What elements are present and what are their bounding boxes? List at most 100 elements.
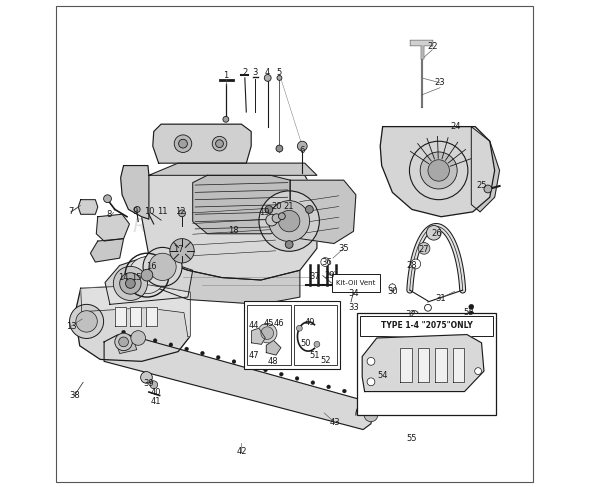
Circle shape	[119, 337, 129, 347]
Text: 8: 8	[106, 210, 112, 219]
Circle shape	[201, 351, 204, 355]
Text: 47: 47	[249, 351, 260, 360]
Circle shape	[149, 253, 176, 281]
Circle shape	[425, 304, 431, 311]
Circle shape	[296, 325, 302, 331]
Circle shape	[389, 284, 396, 291]
Polygon shape	[105, 256, 193, 304]
Circle shape	[115, 333, 132, 351]
Text: 49: 49	[304, 318, 315, 327]
Circle shape	[278, 210, 300, 232]
Circle shape	[321, 258, 330, 266]
Circle shape	[279, 372, 283, 376]
Circle shape	[484, 185, 491, 193]
Text: 19: 19	[259, 208, 270, 217]
Polygon shape	[146, 307, 157, 326]
Circle shape	[364, 408, 378, 422]
Text: 39: 39	[143, 379, 154, 388]
Text: 3: 3	[253, 68, 258, 77]
Polygon shape	[435, 348, 447, 382]
Polygon shape	[193, 175, 290, 234]
Text: 28: 28	[407, 261, 417, 270]
Circle shape	[143, 247, 182, 286]
Text: 33: 33	[348, 303, 359, 312]
Circle shape	[418, 243, 430, 254]
Circle shape	[277, 75, 282, 80]
Circle shape	[232, 360, 236, 364]
Text: 22: 22	[427, 42, 438, 51]
Text: 1: 1	[223, 71, 228, 80]
Text: 15: 15	[131, 273, 142, 282]
Polygon shape	[149, 163, 317, 175]
Circle shape	[428, 160, 450, 181]
Text: 46: 46	[273, 319, 284, 328]
Circle shape	[311, 381, 315, 385]
Circle shape	[104, 195, 112, 203]
Text: 50: 50	[300, 339, 311, 348]
Text: 13: 13	[65, 322, 76, 331]
Text: 14: 14	[119, 273, 129, 282]
Polygon shape	[90, 239, 123, 262]
Text: 29: 29	[325, 271, 335, 280]
Polygon shape	[362, 335, 484, 392]
Text: 18: 18	[228, 226, 238, 235]
Text: ReplacementParts.ca: ReplacementParts.ca	[133, 217, 340, 236]
Polygon shape	[471, 127, 500, 212]
Circle shape	[469, 304, 474, 309]
Polygon shape	[266, 340, 281, 355]
Text: 9: 9	[133, 207, 138, 216]
Text: 5: 5	[277, 68, 282, 77]
Circle shape	[131, 331, 146, 345]
Text: 48: 48	[268, 357, 278, 366]
Text: Kit-Oil Vent: Kit-Oil Vent	[336, 280, 376, 286]
Polygon shape	[130, 307, 141, 326]
Text: 40: 40	[151, 388, 162, 396]
Text: 20: 20	[271, 202, 282, 210]
Text: 42: 42	[236, 448, 247, 456]
Polygon shape	[400, 348, 412, 382]
Text: 41: 41	[151, 397, 162, 406]
Polygon shape	[75, 285, 191, 361]
Text: 24: 24	[450, 122, 461, 131]
Text: 27: 27	[419, 245, 430, 254]
Circle shape	[129, 257, 165, 294]
Text: 32: 32	[405, 310, 416, 318]
Text: 23: 23	[435, 78, 445, 87]
Text: 38: 38	[69, 391, 80, 400]
Polygon shape	[142, 175, 317, 280]
Circle shape	[217, 356, 220, 359]
Circle shape	[278, 213, 285, 220]
Circle shape	[248, 364, 252, 368]
Text: 10: 10	[143, 207, 154, 216]
Circle shape	[223, 116, 229, 122]
Circle shape	[122, 330, 126, 334]
Circle shape	[306, 206, 313, 213]
Text: 4: 4	[265, 68, 270, 77]
Circle shape	[150, 381, 158, 389]
Text: 36: 36	[322, 258, 332, 266]
Polygon shape	[290, 180, 356, 244]
Text: 34: 34	[348, 289, 359, 298]
Text: 44: 44	[249, 321, 260, 330]
Circle shape	[141, 269, 153, 281]
Circle shape	[261, 327, 274, 339]
Text: 25: 25	[477, 181, 487, 189]
Circle shape	[265, 206, 273, 213]
Circle shape	[126, 279, 135, 288]
Polygon shape	[380, 127, 494, 217]
Polygon shape	[104, 334, 372, 430]
Text: 54: 54	[378, 372, 388, 380]
Polygon shape	[81, 285, 191, 337]
Circle shape	[185, 347, 189, 351]
Circle shape	[137, 335, 141, 338]
Polygon shape	[78, 200, 98, 214]
Text: 17: 17	[173, 245, 183, 254]
Circle shape	[259, 191, 319, 251]
Text: 12: 12	[175, 207, 186, 216]
Circle shape	[272, 214, 281, 223]
Circle shape	[358, 393, 362, 397]
Circle shape	[215, 140, 224, 148]
Circle shape	[367, 357, 375, 365]
Circle shape	[266, 214, 277, 226]
Text: 35: 35	[339, 244, 349, 253]
